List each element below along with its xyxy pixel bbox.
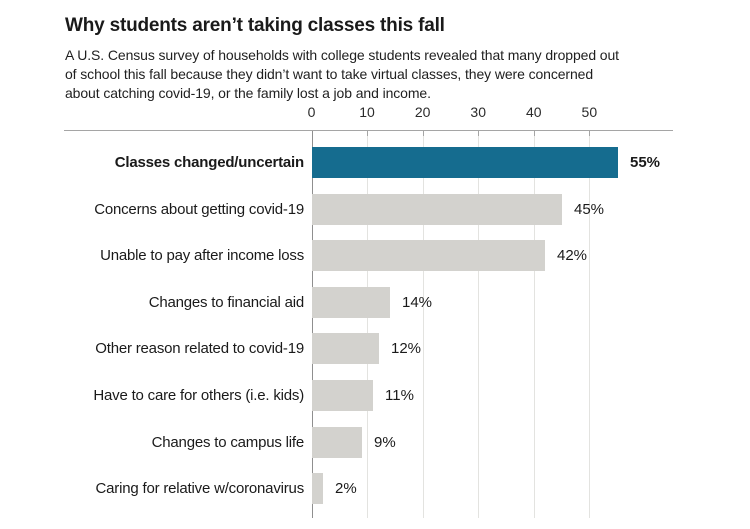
axis-baseline xyxy=(311,131,313,518)
axis-tick-mark xyxy=(478,131,480,136)
bar xyxy=(312,240,545,272)
axis-tick-mark xyxy=(367,131,369,136)
gridline xyxy=(589,131,591,518)
axis-tick-label: 50 xyxy=(581,104,598,120)
value-label: 2% xyxy=(335,480,357,498)
bar xyxy=(312,473,323,505)
bar xyxy=(312,426,362,458)
bar xyxy=(312,333,379,365)
bar xyxy=(312,286,390,318)
axis-tick-label: 20 xyxy=(414,104,431,120)
gridline xyxy=(478,131,480,518)
bar xyxy=(312,193,562,225)
chart-subtitle: A U.S. Census survey of households with … xyxy=(65,47,619,101)
value-label: 14% xyxy=(402,293,433,311)
bar xyxy=(312,147,618,178)
category-label: Have to care for others (i.e. kids) xyxy=(93,387,304,404)
category-label: Classes changed/uncertain xyxy=(114,154,304,171)
gridline xyxy=(367,131,369,518)
value-label: 11% xyxy=(385,387,414,404)
gridline xyxy=(422,131,424,518)
axis-line xyxy=(64,130,673,131)
value-label: 12% xyxy=(391,340,422,358)
axis-tick-mark xyxy=(533,131,535,136)
axis-tick-label: 30 xyxy=(470,104,486,120)
category-label: Other reason related to covid-19 xyxy=(95,340,304,358)
category-label: Concerns about getting covid-19 xyxy=(94,200,304,218)
axis-tick-label: 0 xyxy=(307,104,316,120)
category-label: Caring for relative w/coronavirus xyxy=(95,480,305,498)
bar xyxy=(312,380,373,411)
category-label: Changes to financial aid xyxy=(148,293,305,311)
axis-tick-mark xyxy=(589,131,591,136)
gridline xyxy=(533,131,535,518)
axis-tick-label: 10 xyxy=(359,104,375,120)
category-label: Unable to pay after income loss xyxy=(100,247,304,265)
value-label: 9% xyxy=(374,433,396,451)
category-label: Changes to campus life xyxy=(151,433,305,451)
axis-tick-label: 40 xyxy=(525,104,542,120)
axis-tick-mark xyxy=(422,131,424,136)
chart-title: Why students aren’t taking classes this … xyxy=(65,15,445,36)
value-label: 42% xyxy=(557,247,588,265)
value-label: 55% xyxy=(630,154,661,171)
value-label: 45% xyxy=(574,200,605,218)
